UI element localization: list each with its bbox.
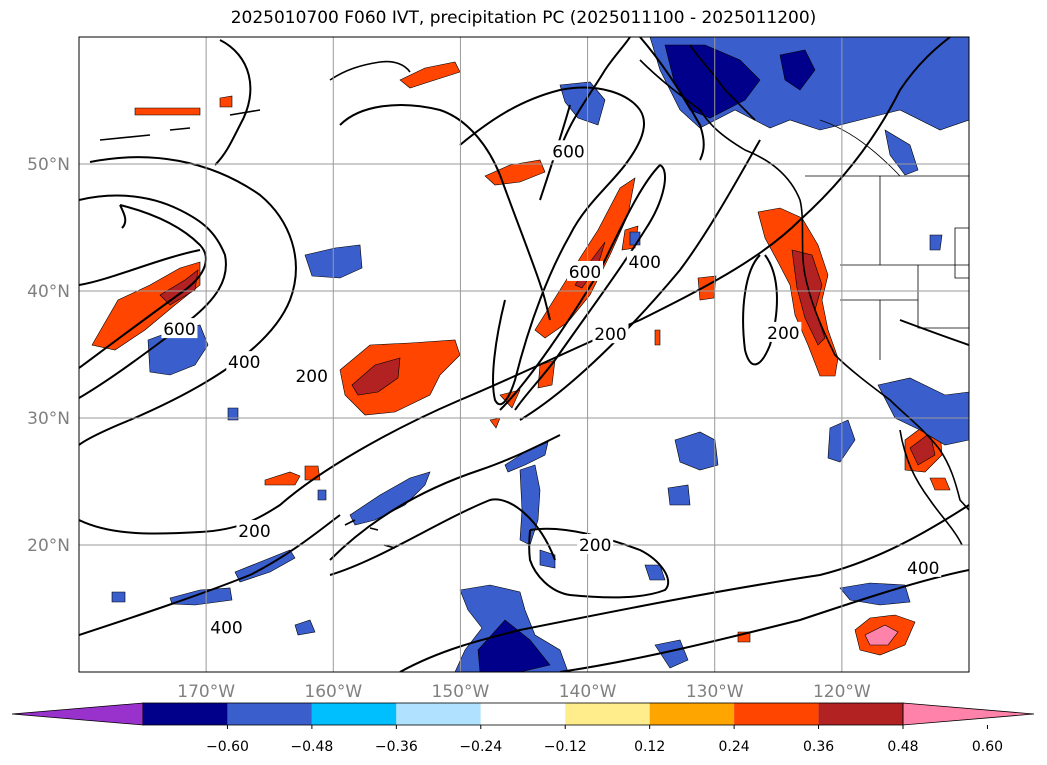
coastlines bbox=[99, 44, 969, 549]
contour-label: 200 bbox=[295, 367, 327, 387]
graticule bbox=[79, 37, 969, 672]
colorbar-segment bbox=[311, 703, 397, 725]
contour-label-bg bbox=[236, 520, 273, 541]
colorbar-segment bbox=[565, 703, 650, 725]
contour-label: 600 bbox=[163, 320, 195, 340]
colorbar-tick-label: 0.48 bbox=[887, 739, 918, 755]
contour-label-bg bbox=[577, 534, 614, 554]
colorbar-frame bbox=[142, 702, 904, 726]
contour-label-bg bbox=[592, 323, 629, 344]
colorbar-segment bbox=[143, 703, 228, 725]
contour-label-bg bbox=[550, 140, 587, 161]
map-panel bbox=[79, 37, 969, 672]
latitude-label: 40°N bbox=[27, 282, 70, 302]
latitude-labels: 50°N 40°N 30°N 20°N bbox=[27, 155, 70, 556]
political-borders bbox=[805, 119, 969, 360]
colorbar-segment bbox=[396, 703, 481, 725]
colorbar-tick-label: 0.24 bbox=[719, 739, 750, 755]
longitude-label: 150°W bbox=[432, 682, 490, 702]
colorbar-tick-label: −0.48 bbox=[290, 739, 333, 755]
contour-label-bg bbox=[161, 318, 198, 339]
colorbar-segment bbox=[480, 703, 566, 725]
longitude-label: 140°W bbox=[559, 682, 617, 702]
contour-label: 400 bbox=[629, 253, 661, 273]
contour-label-bg bbox=[567, 260, 604, 281]
colorbar-tick-label: −0.24 bbox=[459, 739, 502, 755]
contour-labels: 600 600 400 200 200 600 400 200 200 200 400 400 bbox=[161, 140, 942, 639]
contour-label: 400 bbox=[907, 559, 939, 579]
colorbar-extension-right bbox=[902, 702, 1035, 726]
contour-label-bg bbox=[765, 321, 802, 342]
contour-label-bg bbox=[293, 365, 330, 386]
colorbar-tick-label: −0.60 bbox=[206, 739, 249, 755]
contour-label-bg bbox=[226, 351, 263, 372]
contour-label: 200 bbox=[594, 325, 626, 345]
contour-label: 400 bbox=[228, 353, 260, 373]
contour-label: 600 bbox=[569, 263, 601, 283]
longitude-label: 120°W bbox=[813, 682, 871, 702]
contour-label-bg bbox=[905, 556, 942, 577]
latitude-label: 20°N bbox=[27, 536, 70, 556]
longitude-label: 170°W bbox=[177, 682, 235, 702]
longitude-label: 160°W bbox=[304, 682, 362, 702]
contour-label: 200 bbox=[767, 324, 799, 344]
colorbar-tick-label: 0.12 bbox=[634, 739, 665, 755]
contour-label: 400 bbox=[210, 619, 242, 639]
colorbar-tick-label: 0.60 bbox=[972, 739, 1003, 755]
contour-label: 200 bbox=[579, 536, 611, 556]
map-frame bbox=[78, 36, 970, 673]
longitude-labels: 170°W 160°W 150°W 140°W 130°W 120°W bbox=[177, 682, 871, 702]
negative-precip-anomaly-areas bbox=[111, 37, 969, 672]
colorbar-segment bbox=[818, 703, 903, 725]
colorbar-extension-left bbox=[11, 702, 144, 726]
latitude-label: 30°N bbox=[27, 409, 70, 429]
contour-label: 200 bbox=[238, 522, 270, 542]
colorbar-tick-label: −0.12 bbox=[544, 739, 587, 755]
colorbar-segment bbox=[227, 703, 312, 725]
colorbar-tick-label: 0.36 bbox=[803, 739, 834, 755]
colorbar-tick-label: −0.36 bbox=[375, 739, 418, 755]
colorbar: −0.60 −0.48 −0.36 −0.24 −0.12 0.12 0.24 0.36 0.4… bbox=[11, 702, 1035, 755]
contour-label: 600 bbox=[552, 142, 584, 162]
colorbar-segment bbox=[734, 703, 819, 725]
contour-label-bg bbox=[208, 616, 245, 637]
contour-label-bg bbox=[626, 250, 663, 271]
longitude-label: 130°W bbox=[686, 682, 744, 702]
colorbar-segment bbox=[649, 703, 735, 725]
map-title: 2025010700 F060 IVT, precipitation PC (2… bbox=[230, 8, 817, 28]
latitude-label: 50°N bbox=[27, 155, 70, 175]
